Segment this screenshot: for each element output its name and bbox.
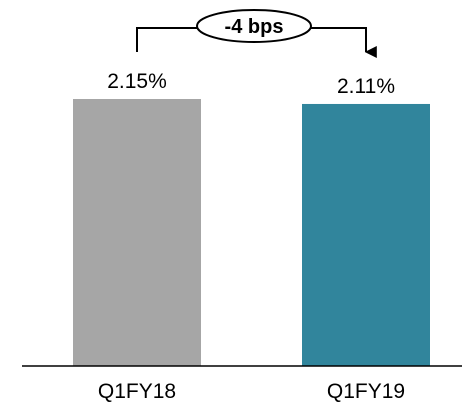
annotation-text: -4 bps <box>225 16 284 38</box>
bar-q1fy18 <box>73 99 201 366</box>
x-tick-label-q1fy19: Q1FY19 <box>327 380 405 403</box>
change-annotation: -4 bps <box>136 9 366 52</box>
value-label-q1fy18: 2.15% <box>107 70 167 93</box>
x-tick-labels-layer: Q1FY18 Q1FY19 <box>98 380 405 403</box>
value-label-q1fy19: 2.11% <box>337 75 395 98</box>
value-labels-layer: 2.15% 2.11% <box>107 70 395 98</box>
x-tick-label-q1fy18: Q1FY18 <box>98 380 176 403</box>
annotation-bubble <box>196 9 312 43</box>
bar-q1fy19 <box>302 103 430 367</box>
annotation-connector-line <box>136 27 366 52</box>
bars-layer <box>73 99 430 367</box>
